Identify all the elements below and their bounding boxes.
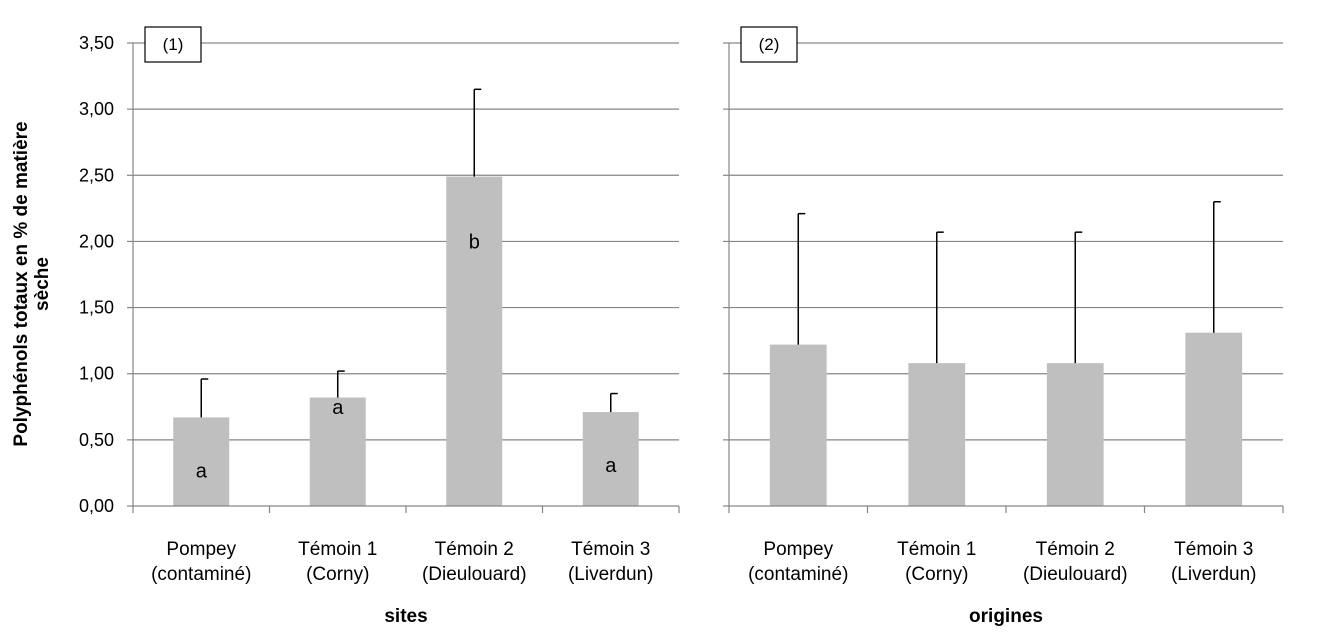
y-tick-label: 2,00	[79, 231, 114, 251]
y-tick-label: 1,50	[79, 298, 114, 318]
panel-tag-box	[144, 26, 202, 63]
panel-tag-box	[740, 26, 798, 63]
x-category-label: (Corny)	[306, 564, 369, 585]
x-category-label: Pompey	[763, 539, 833, 560]
x-axis-label: sites	[384, 606, 427, 627]
panel-origines: Pompey (contaminé) Témoin 1 (Corny) Témoin 2…	[723, 26, 1284, 627]
panel-sites: a a b a Pompey (contaminé) Témoin 1 (Corny) Témo…	[127, 26, 680, 627]
x-category-label: (contaminé)	[748, 564, 848, 585]
y-tick-label: 1,00	[79, 364, 114, 384]
x-category-label: Pompey	[166, 539, 236, 560]
x-category-label: (Liverdun)	[1171, 564, 1257, 585]
x-category-label: Témoin 1	[298, 539, 377, 560]
y-tick-label: 0,00	[79, 496, 114, 516]
bar	[446, 176, 503, 506]
x-category-label: (Dieulouard)	[1023, 564, 1128, 585]
panel-tag: (2)	[759, 35, 780, 54]
bar	[1185, 332, 1243, 506]
y-axis-label-line-1: Polyphénols totaux en % de matière	[11, 121, 32, 446]
y-tick-label: 2,50	[79, 165, 114, 185]
x-category-label: Témoin 2	[435, 539, 514, 560]
x-category-label: (contaminé)	[151, 564, 251, 585]
y-tick-label: 0,50	[79, 430, 114, 450]
bar	[1046, 363, 1104, 506]
y-tick-label: 3,00	[79, 99, 114, 119]
significance-letter: b	[469, 231, 480, 253]
y-tick-label: 3,50	[79, 33, 114, 53]
bar	[582, 412, 639, 506]
significance-letter: a	[605, 455, 617, 477]
x-category-label: (Corny)	[905, 564, 968, 585]
significance-letter: a	[196, 460, 208, 482]
bar	[769, 344, 827, 506]
x-category-label: Témoin 2	[1036, 539, 1115, 560]
x-category-label: Témoin 3	[571, 539, 650, 560]
significance-letter: a	[332, 397, 344, 419]
bar	[173, 417, 230, 506]
x-category-label: (Liverdun)	[568, 564, 654, 585]
bar	[309, 397, 366, 506]
y-axis-label-line-2: sèche	[32, 257, 53, 311]
x-axis-label: origines	[969, 606, 1043, 627]
bar	[908, 363, 966, 506]
x-category-label: Témoin 3	[1174, 539, 1253, 560]
x-category-label: (Dieulouard)	[422, 564, 527, 585]
panel-tag: (1)	[163, 35, 184, 54]
y-axis-label: Polyphénols totaux en % de matière sèche	[11, 121, 53, 446]
x-category-label: Témoin 1	[897, 539, 976, 560]
y-axis-ticks: 0,00 0,50 1,00 1,50 2,00 2,50 3,00 3,50	[79, 33, 114, 516]
